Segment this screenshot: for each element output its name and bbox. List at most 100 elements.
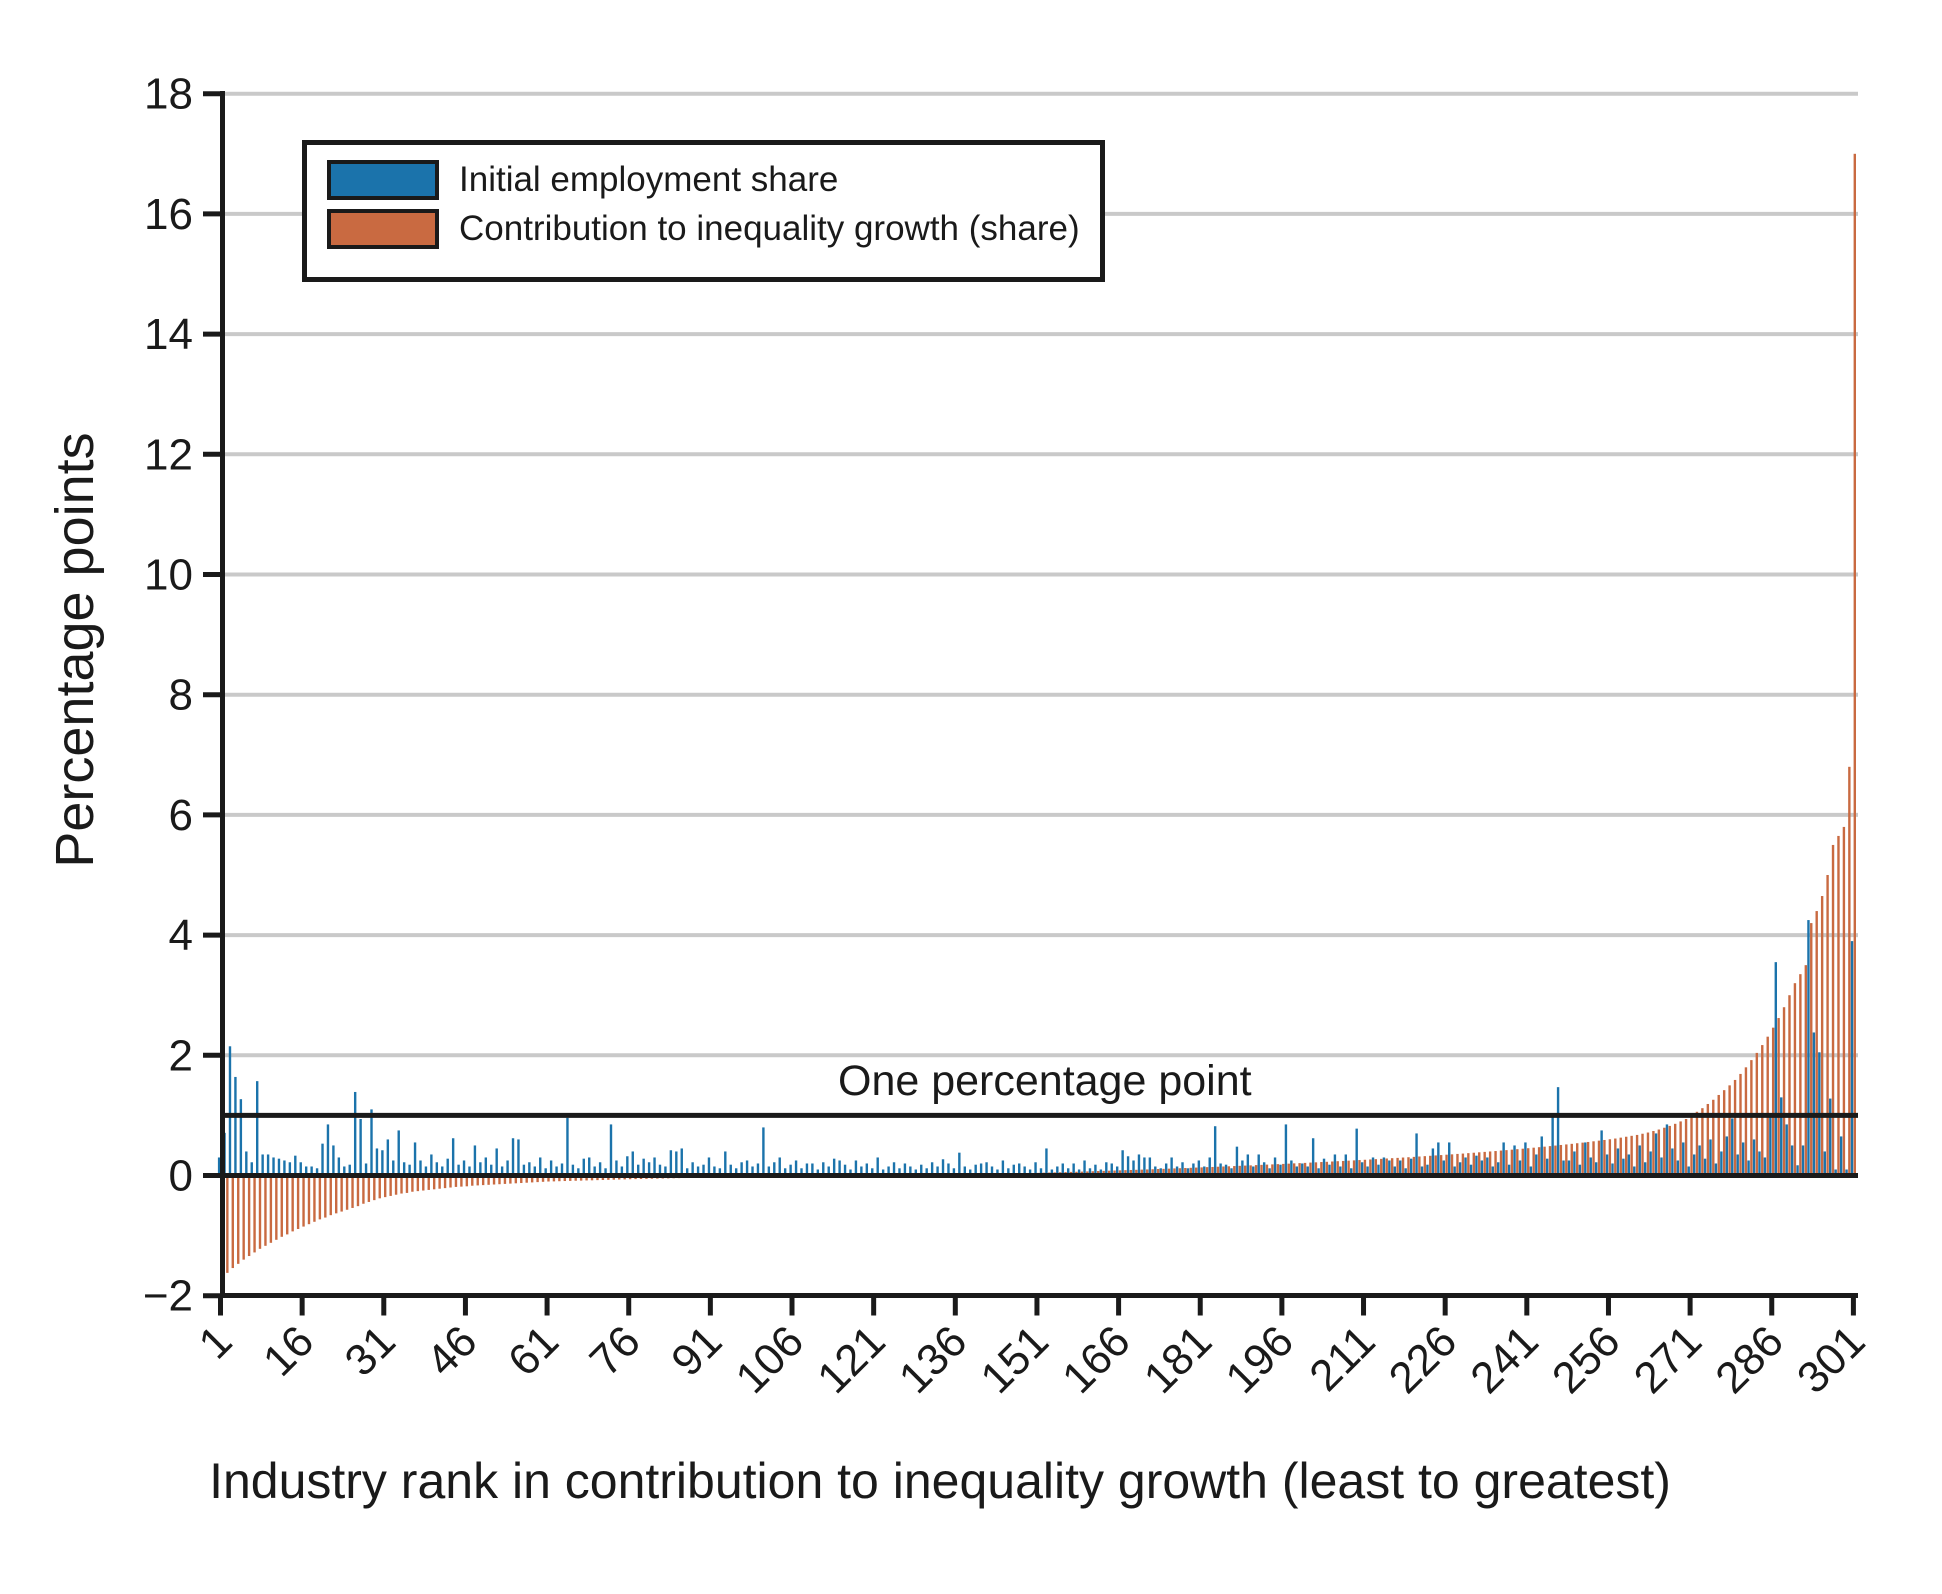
bar-blue-rank-195 xyxy=(1273,1157,1277,1176)
bar-orange-rank-47 xyxy=(471,1175,474,1186)
bar-blue-rank-127 xyxy=(903,1163,907,1176)
bar-orange-rank-170 xyxy=(1140,1169,1143,1176)
legend-box: Initial employment share Contribution to… xyxy=(302,140,1105,282)
bar-blue-rank-277 xyxy=(1720,1151,1723,1176)
bar-orange-rank-255 xyxy=(1603,1139,1606,1176)
bar-blue-rank-120 xyxy=(865,1163,869,1176)
bar-orange-rank-186 xyxy=(1227,1166,1231,1176)
bar-blue-rank-80 xyxy=(647,1162,651,1176)
bar-blue-rank-85 xyxy=(675,1151,678,1176)
bar-blue-rank-267 xyxy=(1665,1124,1669,1176)
bar-orange-rank-215 xyxy=(1385,1158,1388,1176)
bar-blue-rank-274 xyxy=(1703,1158,1707,1176)
bar-orange-rank-268 xyxy=(1673,1123,1677,1176)
bar-orange-rank-6 xyxy=(247,1175,251,1257)
bar-blue-rank-102 xyxy=(767,1166,771,1176)
bar-blue-rank-24 xyxy=(343,1166,346,1176)
x-tick-label-151: 151 xyxy=(971,1316,1058,1403)
bar-blue-rank-87 xyxy=(685,1168,689,1176)
bar-orange-rank-21 xyxy=(329,1175,332,1216)
bar-orange-rank-25 xyxy=(351,1175,354,1208)
bar-orange-rank-274 xyxy=(1706,1103,1710,1176)
bar-orange-rank-263 xyxy=(1646,1132,1650,1176)
bar-blue-rank-233 xyxy=(1480,1160,1484,1176)
bar-blue-rank-231 xyxy=(1469,1164,1473,1176)
bar-blue-rank-76 xyxy=(626,1156,629,1176)
bar-blue-rank-39 xyxy=(424,1166,428,1176)
bar-blue-rank-147 xyxy=(1012,1164,1015,1176)
bar-blue-rank-107 xyxy=(794,1160,798,1176)
bar-blue-rank-232 xyxy=(1475,1155,1478,1176)
bar-orange-rank-31 xyxy=(383,1175,387,1198)
bar-blue-rank-43 xyxy=(446,1158,449,1176)
bar-orange-rank-35 xyxy=(405,1175,409,1193)
bar-orange-rank-266 xyxy=(1663,1127,1666,1176)
bar-orange-rank-20 xyxy=(324,1175,327,1218)
bar-blue-rank-285 xyxy=(1763,1157,1767,1176)
bar-orange-rank-264 xyxy=(1652,1131,1655,1176)
bar-blue-rank-245 xyxy=(1545,1158,1549,1176)
bar-orange-rank-256 xyxy=(1608,1139,1612,1176)
bar-blue-rank-66 xyxy=(571,1164,575,1176)
bar-blue-rank-56 xyxy=(517,1139,520,1176)
bar-orange-rank-230 xyxy=(1467,1153,1470,1176)
bar-blue-rank-247 xyxy=(1556,1087,1560,1176)
bar-blue-rank-279 xyxy=(1731,1118,1734,1176)
bar-blue-rank-296 xyxy=(1823,1151,1826,1176)
bar-orange-rank-237 xyxy=(1505,1150,1508,1176)
bar-blue-rank-135 xyxy=(947,1163,950,1176)
bar-blue-rank-188 xyxy=(1235,1146,1239,1176)
x-tick-label-241: 241 xyxy=(1461,1316,1548,1403)
bar-orange-rank-202 xyxy=(1314,1162,1318,1176)
bar-orange-rank-279 xyxy=(1733,1079,1737,1176)
x-tick-label-106: 106 xyxy=(727,1316,814,1403)
bar-orange-rank-168 xyxy=(1129,1169,1133,1176)
bar-orange-rank-299 xyxy=(1842,826,1846,1176)
bar-blue-rank-240 xyxy=(1518,1160,1522,1176)
x-tick-label-136: 136 xyxy=(890,1316,977,1403)
legend-label-initial-employment-share: Initial employment share xyxy=(459,160,839,199)
bar-orange-rank-235 xyxy=(1494,1151,1497,1176)
bar-blue-rank-218 xyxy=(1399,1160,1402,1176)
bar-orange-rank-213 xyxy=(1374,1159,1378,1176)
x-tick-label-46: 46 xyxy=(417,1316,486,1385)
bar-blue-rank-235 xyxy=(1491,1166,1494,1176)
bar-blue-rank-162 xyxy=(1094,1164,1097,1176)
bar-orange-rank-22 xyxy=(335,1175,338,1214)
bar-blue-rank-83 xyxy=(664,1166,667,1176)
bar-blue-rank-40 xyxy=(430,1154,433,1176)
bar-blue-rank-189 xyxy=(1241,1160,1244,1176)
bar-blue-rank-214 xyxy=(1377,1164,1380,1176)
y-tick-label-2: 2 xyxy=(169,1031,193,1080)
bar-blue-rank-300 xyxy=(1845,1169,1848,1176)
bar-orange-rank-286 xyxy=(1771,1027,1775,1176)
bar-blue-rank-282 xyxy=(1747,1160,1750,1176)
bar-orange-rank-166 xyxy=(1118,1170,1122,1176)
y-tick-label-16: 16 xyxy=(144,190,193,239)
bar-blue-rank-294 xyxy=(1812,1032,1816,1176)
bar-blue-rank-10 xyxy=(266,1154,270,1176)
bar-blue-rank-111 xyxy=(816,1169,820,1176)
bar-blue-rank-64 xyxy=(560,1163,564,1176)
bar-blue-rank-244 xyxy=(1540,1136,1543,1176)
bar-orange-rank-210 xyxy=(1358,1160,1361,1176)
bar-blue-rank-33 xyxy=(392,1160,395,1176)
bar-orange-rank-199 xyxy=(1298,1163,1301,1176)
bar-orange-rank-214 xyxy=(1380,1158,1383,1176)
bar-blue-rank-301 xyxy=(1850,941,1854,1176)
bar-blue-rank-283 xyxy=(1752,1139,1756,1176)
bar-blue-rank-82 xyxy=(658,1164,662,1176)
bar-blue-rank-221 xyxy=(1415,1133,1418,1176)
bar-blue-rank-119 xyxy=(860,1166,863,1176)
bar-orange-rank-66 xyxy=(574,1175,577,1181)
bar-blue-rank-125 xyxy=(892,1162,896,1176)
bar-blue-rank-109 xyxy=(805,1163,809,1176)
bar-orange-rank-5 xyxy=(242,1175,245,1260)
bar-blue-rank-172 xyxy=(1148,1157,1152,1176)
bar-orange-rank-29 xyxy=(373,1175,376,1201)
bar-orange-rank-227 xyxy=(1450,1154,1454,1176)
bar-orange-rank-174 xyxy=(1162,1168,1165,1176)
bar-blue-rank-205 xyxy=(1328,1164,1331,1176)
bar-blue-rank-63 xyxy=(555,1166,558,1176)
bar-orange-rank-183 xyxy=(1211,1166,1214,1176)
